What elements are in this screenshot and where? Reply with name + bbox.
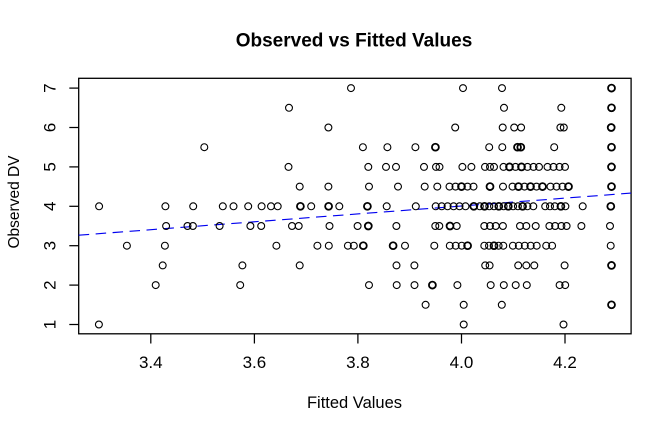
svg-text:3.8: 3.8: [346, 353, 370, 372]
svg-text:3.4: 3.4: [139, 353, 163, 372]
svg-text:Fitted Values: Fitted Values: [307, 394, 402, 412]
svg-text:Observed DV: Observed DV: [6, 155, 23, 249]
svg-text:4: 4: [41, 202, 60, 211]
svg-text:5: 5: [41, 162, 60, 171]
svg-text:3.6: 3.6: [243, 353, 267, 372]
svg-text:4.2: 4.2: [553, 353, 577, 372]
svg-text:2: 2: [41, 280, 60, 289]
svg-text:4.0: 4.0: [450, 353, 474, 372]
svg-text:6: 6: [41, 123, 60, 132]
svg-text:7: 7: [41, 83, 60, 92]
svg-text:3: 3: [41, 241, 60, 250]
svg-text:1: 1: [41, 320, 60, 329]
svg-text:Observed vs Fitted Values: Observed vs Fitted Values: [236, 31, 473, 52]
